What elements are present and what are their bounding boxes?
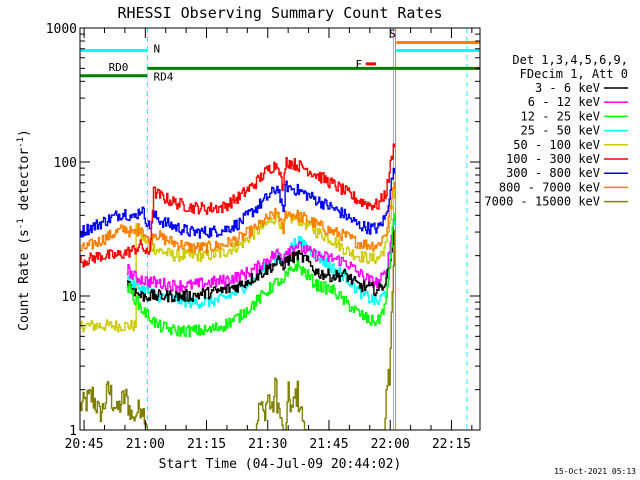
x-tick-label-6: 22:00 bbox=[371, 437, 410, 452]
legend-header-1: Det 1,3,4,5,6,9, bbox=[512, 53, 628, 67]
legend-label-6: 100 - 300 keV bbox=[506, 152, 600, 166]
flag-label-s: S bbox=[389, 27, 396, 40]
y-tick-label-2: 10 bbox=[61, 290, 77, 305]
legend-label-9: 7000 - 15000 keV bbox=[484, 195, 600, 209]
x-tick-label-1: 20:45 bbox=[65, 437, 104, 452]
y-tick-label-3: 100 bbox=[54, 156, 77, 171]
y-axis: 1 10 100 1000 bbox=[46, 22, 480, 439]
y-tick-label-4: 1000 bbox=[46, 22, 77, 37]
timestamp: 15-Oct-2021 05:13 bbox=[554, 467, 636, 476]
series-line-3 bbox=[126, 213, 395, 338]
plot-frame bbox=[79, 27, 481, 431]
legend-label-8: 800 - 7000 keV bbox=[499, 180, 600, 194]
x-axis: 20:45 21:00 21:15 21:30 21:45 22:00 22:15 bbox=[65, 28, 473, 452]
x-tick-label-2: 21:00 bbox=[126, 437, 165, 452]
legend-label-4: 25 - 50 keV bbox=[521, 124, 600, 138]
x-tick-label-3: 21:15 bbox=[187, 437, 226, 452]
y-axis-label-end: ) bbox=[17, 129, 32, 137]
series-line-5 bbox=[80, 188, 395, 333]
flag-label-rd4: RD4 bbox=[153, 70, 173, 83]
flag-label-rd0: RD0 bbox=[109, 61, 129, 74]
flag-label-n: N bbox=[153, 42, 160, 55]
y-axis-label-sup2: -1 bbox=[16, 137, 26, 148]
legend-label-3: 12 - 25 keV bbox=[521, 109, 600, 123]
series-line-1 bbox=[126, 231, 395, 303]
x-tick-label-7: 22:15 bbox=[432, 437, 471, 452]
series-line-2 bbox=[126, 216, 395, 293]
y-axis-label-main: Count Rate (s bbox=[17, 229, 32, 331]
y-axis-label-mid: detector bbox=[17, 148, 32, 219]
series-line-8 bbox=[80, 182, 395, 254]
legend-label-2: 6 - 12 keV bbox=[528, 95, 600, 109]
legend: Det 1,3,4,5,6,9, FDecim 1, Att 0 3 - 6 k… bbox=[484, 53, 628, 209]
legend-label-5: 50 - 100 keV bbox=[513, 138, 600, 152]
legend-label-7: 300 - 800 keV bbox=[506, 166, 600, 180]
chart-title: RHESSI Observing Summary Count Rates bbox=[117, 4, 442, 22]
flag-label-f: F bbox=[356, 58, 363, 71]
series-line-9 bbox=[80, 229, 395, 430]
y-axis-label-sup1: -1 bbox=[16, 218, 26, 229]
legend-label-1: 3 - 6 keV bbox=[535, 81, 600, 95]
x-tick-label-4: 21:30 bbox=[248, 437, 287, 452]
x-tick-label-5: 21:45 bbox=[309, 437, 348, 452]
x-axis-label: Start Time (04-Jul-09 20:44:02) bbox=[159, 457, 402, 472]
y-tick-label-1: 1 bbox=[69, 424, 77, 439]
series-line-6 bbox=[80, 143, 395, 268]
series-line-7 bbox=[80, 167, 395, 239]
plot-area bbox=[80, 28, 480, 430]
y-axis-label: Count Rate (s-1 detector-1) bbox=[16, 129, 32, 331]
legend-header-2: FDecim 1, Att 0 bbox=[520, 67, 628, 81]
